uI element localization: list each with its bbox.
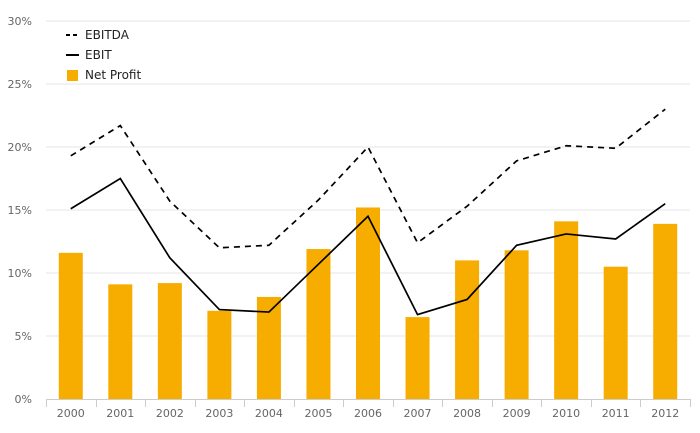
x-tick-label: 2000 bbox=[57, 407, 85, 420]
bar-net-profit bbox=[554, 221, 579, 399]
bar-net-profit bbox=[405, 317, 430, 399]
bar-net-profit bbox=[306, 249, 331, 399]
legend: EBITDA EBIT Net Profit bbox=[66, 28, 141, 82]
x-tick-label: 2012 bbox=[651, 407, 679, 420]
x-tick-label: 2007 bbox=[404, 407, 432, 420]
x-tick-label: 2003 bbox=[205, 407, 233, 420]
line-ebitda bbox=[70, 108, 666, 249]
x-tick-label: 2008 bbox=[453, 407, 481, 420]
x-axis: 2000 2001 2002 2003 2004 2005 2006 2007 2008 2009… bbox=[46, 399, 691, 420]
y-tick-label: 0% bbox=[15, 393, 32, 406]
y-tick-label: 20% bbox=[8, 141, 32, 154]
y-tick-label: 30% bbox=[8, 15, 32, 28]
legend-swatch bbox=[67, 70, 78, 81]
bar-net-profit bbox=[455, 260, 480, 399]
legend-label: EBITDA bbox=[85, 28, 130, 42]
y-axis-ticks: 0% 5% 10% 15% 20% 25% 30% bbox=[8, 15, 32, 406]
y-tick-label: 5% bbox=[15, 330, 32, 343]
bar-net-profit bbox=[157, 283, 182, 399]
x-tick-label: 2010 bbox=[552, 407, 580, 420]
bar-net-profit bbox=[58, 252, 83, 399]
legend-label: EBIT bbox=[85, 48, 112, 62]
legend-label: Net Profit bbox=[85, 68, 141, 82]
y-tick-label: 10% bbox=[8, 267, 32, 280]
bar-net-profit bbox=[653, 223, 678, 399]
x-tick-label: 2001 bbox=[106, 407, 134, 420]
bar-net-profit bbox=[207, 310, 232, 399]
bars-net-profit bbox=[58, 207, 678, 399]
line-ebit bbox=[70, 177, 666, 316]
y-tick-label: 15% bbox=[8, 204, 32, 217]
x-tick-label: 2009 bbox=[503, 407, 531, 420]
y-tick-label: 25% bbox=[8, 78, 32, 91]
bar-net-profit bbox=[603, 266, 628, 399]
x-tick-label: 2004 bbox=[255, 407, 283, 420]
x-tick-label: 2011 bbox=[602, 407, 630, 420]
x-tick-label: 2005 bbox=[304, 407, 332, 420]
bar-net-profit bbox=[108, 284, 133, 399]
bar-net-profit bbox=[356, 207, 380, 399]
bar-net-profit bbox=[256, 296, 281, 399]
bar-net-profit bbox=[504, 250, 529, 399]
x-tick-label: 2002 bbox=[156, 407, 184, 420]
x-tick-label: 2006 bbox=[354, 407, 382, 420]
lines bbox=[70, 108, 666, 316]
